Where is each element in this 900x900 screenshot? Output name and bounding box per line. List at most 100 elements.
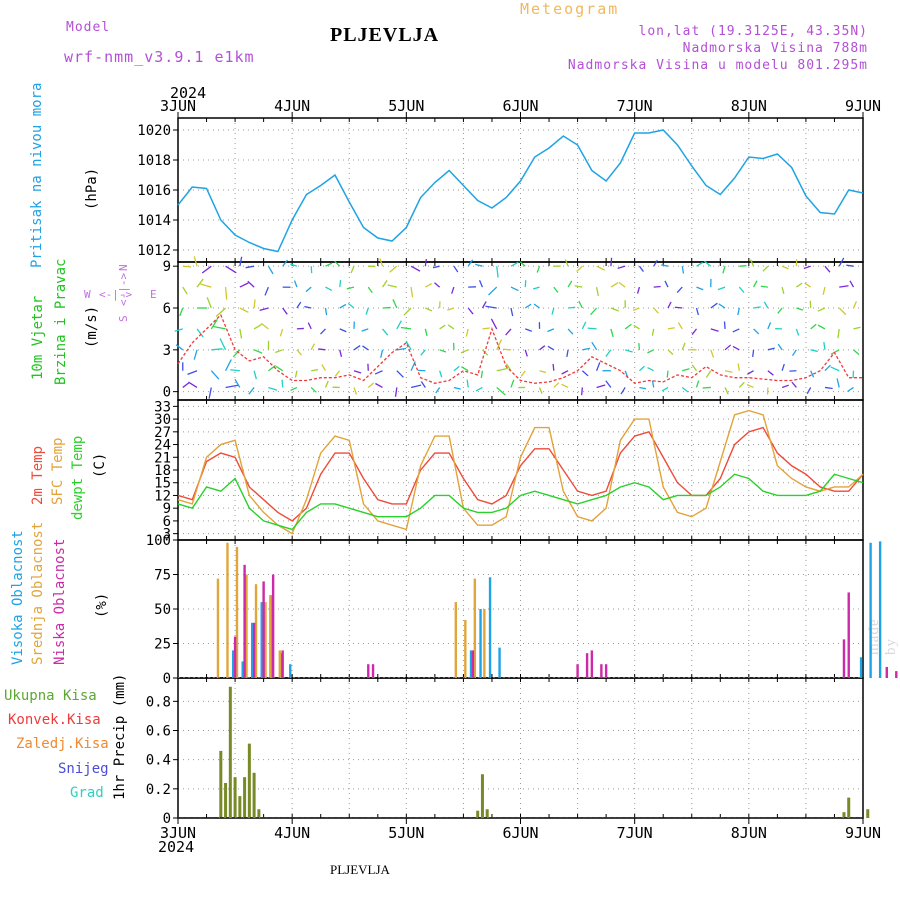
model-name: wrf-nmm_v3.9.1 e1km <box>64 48 255 66</box>
wind-arrow <box>353 345 361 351</box>
wind-arrow <box>230 369 240 372</box>
wind-arrow <box>496 339 503 351</box>
cloud-low-bar <box>895 671 898 678</box>
wind-arrow <box>803 265 811 270</box>
wind-arrow <box>361 328 369 332</box>
wind-arrow <box>737 363 740 371</box>
wind-arrow <box>830 349 840 355</box>
wind-arrow <box>536 265 541 273</box>
precip-bar <box>252 772 256 818</box>
y-tick-label: 12 <box>154 488 171 504</box>
wind-arrow <box>564 259 569 267</box>
cloud-low-bar <box>604 664 608 678</box>
y-tick-label: 0 <box>163 811 171 827</box>
cloud-low-bar <box>842 639 846 678</box>
wind-arrow <box>334 260 341 267</box>
y-tick-label: 0.6 <box>146 724 171 740</box>
y-tick-label: 0 <box>163 385 171 401</box>
wind-arrow <box>210 370 220 380</box>
wind-arrow <box>661 386 669 392</box>
wind-arrow <box>480 370 484 379</box>
wind-arrow <box>551 307 555 315</box>
wind-arrow <box>738 286 745 293</box>
wind-arrow <box>605 380 612 388</box>
wind-arrow <box>567 280 573 288</box>
precip-bar <box>476 810 480 818</box>
wind-arrow <box>424 328 428 337</box>
wind-arrow <box>767 322 772 330</box>
wind-arrow <box>796 282 803 288</box>
wind-arrow <box>681 342 686 351</box>
wind-arrow <box>339 279 342 288</box>
cloud-mid-bar <box>254 584 258 678</box>
wind-arrow <box>453 365 460 372</box>
wind-arrow <box>350 265 355 274</box>
cloud-low-bar <box>252 622 256 678</box>
wind-arrow <box>387 284 397 288</box>
wind-arrow <box>200 283 212 288</box>
wind-arrow <box>651 380 655 388</box>
cloud-high-bar <box>878 541 882 678</box>
wind-arrow <box>667 327 675 330</box>
wind-arrow <box>196 278 204 288</box>
wind-arrow <box>691 328 698 335</box>
day-label-bottom: 8JUN <box>731 824 767 842</box>
wind-arrow <box>777 307 783 314</box>
wind-arrow <box>325 262 333 267</box>
y-tick-label: 33 <box>154 399 171 415</box>
wind-arrow <box>210 318 218 330</box>
year-top: 2024 <box>170 84 207 102</box>
wind-arrow <box>762 265 769 272</box>
precip-bar <box>228 686 232 818</box>
wind-arrow <box>334 370 341 377</box>
wind-arrow <box>264 286 269 296</box>
wind-arrow <box>253 323 262 330</box>
wind-arrow <box>653 285 661 288</box>
precip-bar <box>243 777 247 818</box>
wind-arrow <box>574 285 583 288</box>
wind-arrow <box>239 256 243 267</box>
wind-arrow <box>638 265 644 272</box>
wind-arrow <box>193 349 198 360</box>
wind-arrow <box>224 359 232 372</box>
wind-arrow <box>206 297 212 309</box>
y-tick-label: 0.4 <box>146 753 171 769</box>
wind-arrow <box>324 307 328 316</box>
y-tick-label: 1014 <box>137 213 171 229</box>
wind-arrow <box>847 386 854 393</box>
wind-arrow <box>365 307 369 315</box>
wind-arrow <box>647 349 654 354</box>
cloud-high-bar <box>241 661 244 678</box>
wind-arrow <box>691 364 698 372</box>
wind-arrow <box>753 306 761 309</box>
wind-arrow <box>590 307 598 316</box>
wind-arrow <box>661 264 669 267</box>
y-tick-label: 9 <box>163 501 171 517</box>
wind-arrow <box>382 279 388 288</box>
wind-arrow <box>796 307 804 311</box>
wind-arrow <box>482 327 490 330</box>
wind-arrow <box>547 328 555 333</box>
y-tick-label: 1018 <box>137 153 171 169</box>
wind-arrow <box>239 328 243 339</box>
cloud-low-bar <box>600 664 603 678</box>
wind-arrow <box>213 325 226 330</box>
wind-arrow <box>595 286 599 297</box>
wind-arrow <box>453 386 461 390</box>
wind-arrow <box>281 379 284 388</box>
y-tick-label: 1020 <box>137 123 171 139</box>
wind-arrow <box>777 343 783 351</box>
wind-arrow <box>822 286 826 295</box>
wind-arrow <box>496 386 506 396</box>
pressure-line <box>177 129 864 253</box>
wind-arrow <box>732 328 740 333</box>
wind-arrow <box>620 387 626 395</box>
model-elevation-text: Nadmorska Visina u modelu 801.295m <box>567 58 868 73</box>
y-tick-label: 21 <box>154 450 171 466</box>
wind-arrow <box>253 299 256 309</box>
wind-arrow <box>304 305 312 309</box>
y-tick-label: 18 <box>154 463 171 479</box>
wind-arrow <box>247 280 255 288</box>
y-tick-label: 24 <box>154 438 171 454</box>
wind-arrow <box>182 265 192 268</box>
